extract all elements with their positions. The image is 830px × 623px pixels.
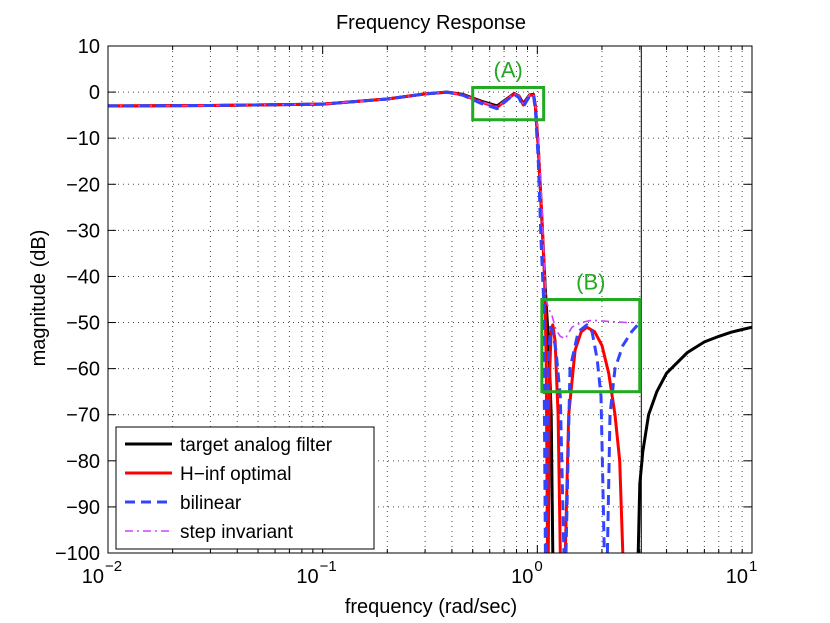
x-tick-label: 10 0 xyxy=(511,558,543,588)
series-line-h-inf-optimal xyxy=(563,325,625,553)
annotation-label: (B) xyxy=(576,270,605,295)
x-axis-label: frequency (rad/sec) xyxy=(345,596,517,618)
series-line-h-inf-optimal xyxy=(546,323,562,553)
x-tick-label: 10 −2 xyxy=(82,558,122,588)
series-lines xyxy=(108,90,752,553)
y-tick-label: −40 xyxy=(66,266,100,288)
y-tick-label: −80 xyxy=(66,451,100,473)
series-line-target-analog-filter xyxy=(636,325,752,553)
y-tick-label: −30 xyxy=(66,220,100,242)
y-tick-label: −10 xyxy=(66,128,100,150)
x-tick-labels: 10 −2 10 −1 10 0 10 1 xyxy=(82,558,758,588)
annotation-boxes: (A) (B) xyxy=(471,57,642,394)
y-tick-label: −100 xyxy=(55,543,100,565)
y-tick-label: −20 xyxy=(66,174,100,196)
series-line-bilinear xyxy=(108,90,547,553)
y-tick-label: −70 xyxy=(66,405,100,427)
y-tick-label: 0 xyxy=(89,82,100,104)
x-tick-label: 10 1 xyxy=(726,558,758,588)
series-line-bilinear xyxy=(564,323,606,553)
annotation-box xyxy=(471,85,546,122)
legend-entry-label: step invariant xyxy=(180,522,294,543)
x-tick-label-base: 10 xyxy=(511,566,533,588)
legend-entry-label: bilinear xyxy=(180,493,242,514)
x-tick-label: 10 −1 xyxy=(296,558,336,588)
legend-box xyxy=(115,426,375,550)
x-tick-label-base: 10 xyxy=(82,566,104,588)
series-line-step-invariant xyxy=(108,91,640,340)
annotation-label: (A) xyxy=(494,57,523,82)
x-tick-label-base: 10 xyxy=(726,566,748,588)
x-tick-label-exponent: 0 xyxy=(534,558,542,575)
y-tick-label: −50 xyxy=(66,313,100,335)
series-line-bilinear xyxy=(544,325,566,553)
x-tick-label-exponent: −1 xyxy=(320,558,337,575)
plot-frame xyxy=(107,45,753,554)
x-tick-label-exponent: 1 xyxy=(749,558,757,575)
chart-title: Frequency Response xyxy=(336,12,526,34)
y-tick-label: 10 xyxy=(78,36,100,58)
series-line-bilinear xyxy=(605,321,641,553)
y-axis-label: magnitude (dB) xyxy=(28,230,50,367)
legend-entry-label: target analog filter xyxy=(180,435,333,456)
x-tick-label-exponent: −2 xyxy=(105,558,122,575)
x-tick-label-base: 10 xyxy=(296,566,318,588)
y-tick-label: −60 xyxy=(66,359,100,381)
legend: target analog filter H−inf optimal bilinea… xyxy=(115,426,375,550)
annotation-box xyxy=(540,298,642,394)
legend-entry-label: H−inf optimal xyxy=(180,464,291,485)
y-tick-labels: 10 0 −10 −20 −30 −40 −50 −60 −70 −80 −90 −100 xyxy=(55,36,100,565)
y-tick-label: −90 xyxy=(66,497,100,519)
